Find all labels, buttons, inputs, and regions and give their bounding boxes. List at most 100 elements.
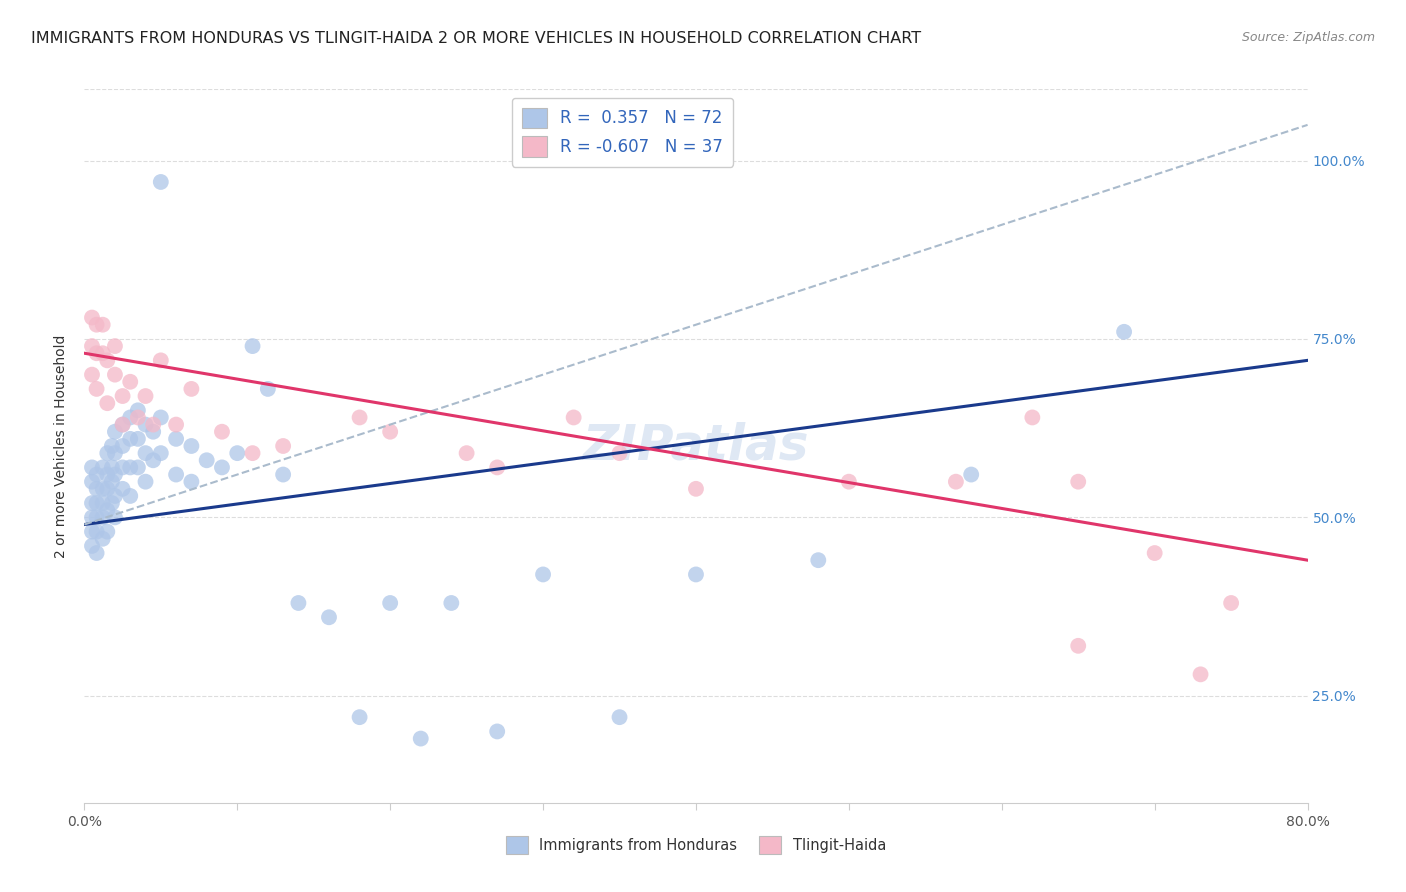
Point [142,453,165,467]
Point [80,368,103,382]
Point [80,524,103,539]
Point [127,460,149,475]
Point [91,532,114,546]
Point [135,475,157,489]
Legend: Immigrants from Honduras, Tlingit-Haida: Immigrants from Honduras, Tlingit-Haida [501,830,891,860]
Point [111,417,134,432]
Point [80,460,103,475]
Point [195,453,218,467]
Point [149,446,172,460]
Point [440,596,463,610]
Point [456,446,478,460]
Point [318,610,340,624]
Point [135,446,157,460]
Text: ZIPatlas: ZIPatlas [582,422,810,470]
Point [120,410,142,425]
Point [86,482,108,496]
Point [180,382,202,396]
Point [960,467,983,482]
Point [101,496,124,510]
Point [96,446,118,460]
Point [180,475,202,489]
Point [349,410,371,425]
Point [80,539,103,553]
Point [104,339,127,353]
Point [111,460,134,475]
Point [120,489,142,503]
Point [149,410,172,425]
Point [1143,546,1166,560]
Point [149,353,172,368]
Point [80,475,103,489]
Point [104,446,127,460]
Point [142,425,165,439]
Point [135,417,157,432]
Point [807,553,830,567]
Point [609,710,631,724]
Point [104,425,127,439]
Point [80,310,103,325]
Point [142,417,165,432]
Point [165,467,187,482]
Point [120,375,142,389]
Point [380,596,402,610]
Point [1114,325,1136,339]
Point [609,446,631,460]
Point [101,475,124,489]
Point [242,339,264,353]
Point [80,496,103,510]
Point [96,503,118,517]
Point [287,596,309,610]
Point [80,339,103,353]
Point [91,346,114,360]
Point [91,460,114,475]
Point [271,439,294,453]
Point [242,446,264,460]
Point [96,524,118,539]
Point [127,432,149,446]
Point [1021,410,1043,425]
Point [96,467,118,482]
Point [111,389,134,403]
Point [120,460,142,475]
Y-axis label: 2 or more Vehicles in Household: 2 or more Vehicles in Household [55,334,69,558]
Point [104,368,127,382]
Point [111,482,134,496]
Point [86,346,108,360]
Point [211,425,233,439]
Point [101,439,124,453]
Point [165,417,187,432]
Point [91,510,114,524]
Point [86,546,108,560]
Point [562,410,585,425]
Point [91,318,114,332]
Point [86,382,108,396]
Point [1220,596,1243,610]
Point [104,510,127,524]
Point [86,496,108,510]
Point [838,475,860,489]
Point [257,382,280,396]
Point [1067,475,1090,489]
Point [111,439,134,453]
Point [1189,667,1212,681]
Point [101,460,124,475]
Point [271,467,294,482]
Point [111,417,134,432]
Point [86,510,108,524]
Point [685,567,707,582]
Point [86,467,108,482]
Point [96,396,118,410]
Point [120,432,142,446]
Point [486,724,509,739]
Point [165,432,187,446]
Text: Source: ZipAtlas.com: Source: ZipAtlas.com [1241,31,1375,45]
Point [685,482,707,496]
Point [127,403,149,417]
Point [349,710,371,724]
Point [380,425,402,439]
Point [135,389,157,403]
Point [127,410,149,425]
Point [104,467,127,482]
Point [1067,639,1090,653]
